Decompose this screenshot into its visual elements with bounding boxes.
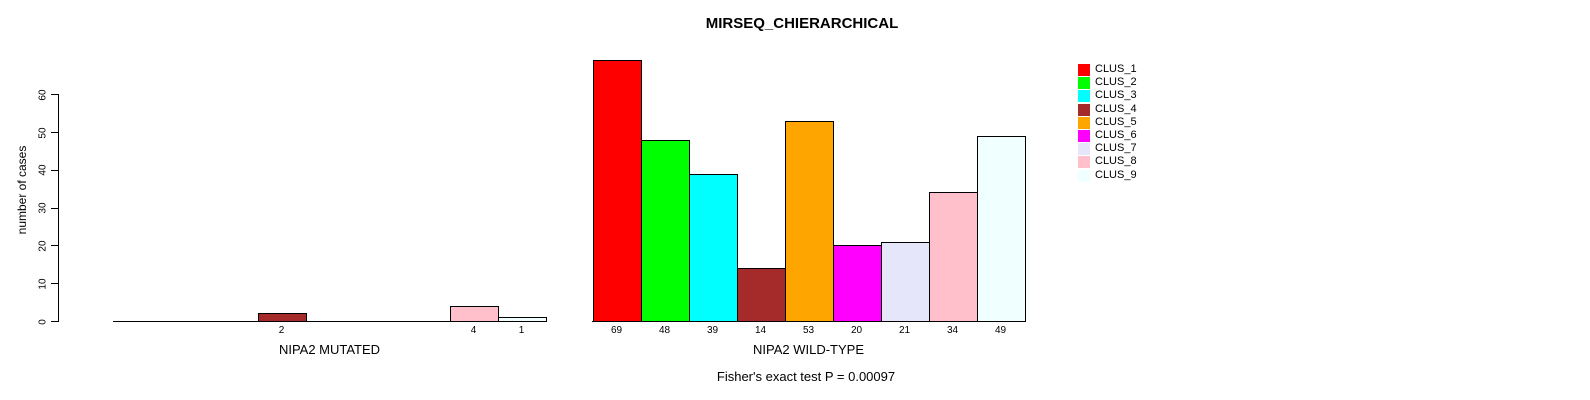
legend-swatch-clus_4 bbox=[1078, 103, 1090, 116]
legend-swatch-clus_2 bbox=[1078, 77, 1090, 90]
legend-swatch-clus_1 bbox=[1078, 64, 1090, 76]
group-label: NIPA2 MUTATED bbox=[278, 342, 381, 357]
group-baseline bbox=[113, 321, 546, 322]
legend-label-clus_4: CLUS_4 bbox=[1095, 102, 1137, 115]
y-axis-tick-label: 0 bbox=[37, 318, 49, 325]
legend-label-clus_3: CLUS_3 bbox=[1095, 89, 1137, 102]
y-axis-tick-label: 10 bbox=[37, 278, 49, 290]
bar-value-label: 14 bbox=[754, 325, 767, 336]
bar-clus_2 bbox=[640, 139, 690, 322]
bar-clus_3 bbox=[688, 173, 738, 322]
bar-value-label: 49 bbox=[994, 325, 1007, 336]
bar-clus_6 bbox=[832, 245, 882, 322]
bar-clus_7 bbox=[880, 241, 930, 322]
bar-clus_9 bbox=[976, 135, 1026, 322]
y-axis-tick-label: 30 bbox=[37, 202, 49, 214]
group-label: NIPA2 WILD-TYPE bbox=[752, 342, 865, 357]
legend-swatch-clus_9 bbox=[1078, 169, 1090, 182]
legend-swatch-clus_3 bbox=[1078, 90, 1090, 103]
y-axis-tick bbox=[50, 94, 58, 96]
bar-clus_4 bbox=[736, 268, 786, 322]
legend-label-clus_1: CLUS_1 bbox=[1095, 63, 1137, 75]
bar-value-label: 53 bbox=[802, 325, 815, 336]
legend-label-clus_6: CLUS_6 bbox=[1095, 129, 1137, 141]
legend-label-clus_7: CLUS_7 bbox=[1095, 142, 1137, 155]
y-axis-tick bbox=[50, 169, 58, 171]
bar-clus_5 bbox=[784, 120, 834, 322]
bar-value-label: 2 bbox=[278, 325, 285, 336]
y-axis-tick bbox=[50, 283, 58, 285]
bar-value-label: 48 bbox=[658, 325, 671, 336]
y-axis-tick-label: 50 bbox=[37, 126, 49, 139]
legend-swatch-clus_7 bbox=[1078, 143, 1090, 156]
bar-clus_1 bbox=[592, 60, 642, 322]
y-axis-tick bbox=[50, 207, 58, 209]
bar-clus_9 bbox=[497, 317, 547, 322]
bar-value-label: 39 bbox=[706, 325, 719, 336]
chart-title: MIRSEQ_CHIERARCHICAL bbox=[705, 15, 899, 32]
y-axis-tick-label: 60 bbox=[37, 89, 49, 101]
legend-label-clus_8: CLUS_8 bbox=[1095, 155, 1137, 168]
y-axis-tick bbox=[50, 321, 58, 322]
bar-clus_8 bbox=[928, 192, 978, 322]
y-axis-tick-label: 20 bbox=[37, 240, 49, 252]
bar-value-label: 21 bbox=[898, 325, 911, 336]
bar-clus_4 bbox=[257, 313, 307, 322]
y-axis-label: number of cases bbox=[15, 145, 29, 235]
y-axis-line bbox=[57, 94, 59, 322]
bar-value-label: 69 bbox=[610, 325, 623, 336]
bar-value-label: 20 bbox=[850, 325, 863, 336]
y-axis-tick bbox=[50, 132, 58, 133]
y-axis-tick bbox=[50, 245, 58, 247]
legend-swatch-clus_6 bbox=[1078, 130, 1090, 142]
bar-value-label: 34 bbox=[946, 325, 959, 336]
bar-clus_8 bbox=[449, 305, 499, 322]
bar-value-label: 4 bbox=[470, 325, 477, 336]
legend-label-clus_5: CLUS_5 bbox=[1095, 115, 1137, 128]
legend-swatch-clus_8 bbox=[1078, 156, 1090, 169]
y-axis-tick-label: 40 bbox=[37, 164, 49, 176]
bar-value-label: 1 bbox=[518, 325, 525, 336]
legend-swatch-clus_5 bbox=[1078, 116, 1090, 129]
fisher-test-annotation: Fisher's exact test P = 0.00097 bbox=[716, 369, 896, 384]
legend-label-clus_2: CLUS_2 bbox=[1095, 76, 1137, 89]
legend-label-clus_9: CLUS_9 bbox=[1095, 168, 1137, 181]
